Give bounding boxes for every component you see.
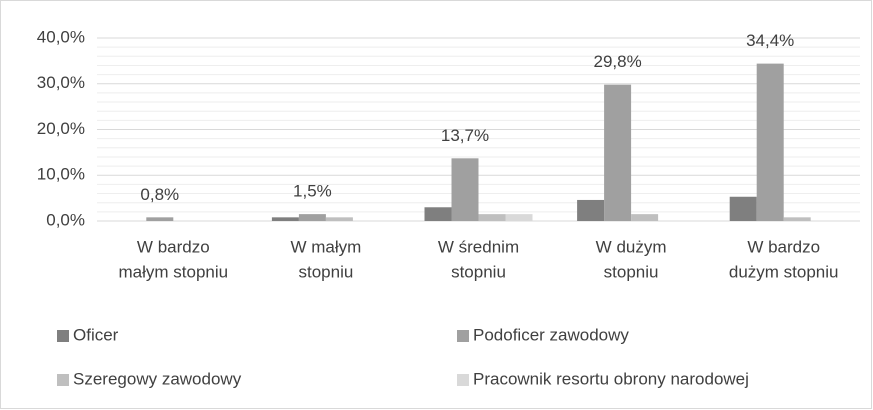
legend-swatch xyxy=(457,330,469,342)
x-tick-label: małym stopniu xyxy=(118,262,228,281)
bar xyxy=(577,199,605,221)
legend-label: Pracownik resortu obrony narodowej xyxy=(473,369,749,388)
bar xyxy=(729,196,757,221)
y-tick-label: 40,0% xyxy=(37,27,85,46)
legend-swatch xyxy=(57,374,69,386)
bar xyxy=(424,207,452,221)
legend-swatch xyxy=(457,374,469,386)
data-label: 1,5% xyxy=(293,182,332,201)
x-tick-label: W bardzo xyxy=(747,237,820,256)
legend-label: Oficer xyxy=(73,325,119,344)
legend-label: Podoficer zawodowy xyxy=(473,325,629,344)
bar xyxy=(783,217,811,221)
x-tick-label: W bardzo xyxy=(137,237,210,256)
bar xyxy=(298,214,326,221)
data-label: 29,8% xyxy=(593,52,641,71)
legend-label: Szeregowy zawodowy xyxy=(73,369,242,388)
data-label: 13,7% xyxy=(441,126,489,145)
x-tick-label: stopniu xyxy=(298,262,353,281)
bar xyxy=(146,217,174,221)
x-tick-label: W średnim xyxy=(438,237,519,256)
x-tick-label: dużym stopniu xyxy=(729,262,839,281)
x-tick-label: stopniu xyxy=(604,262,659,281)
x-tick-label: W dużym xyxy=(596,237,667,256)
bar xyxy=(631,214,659,221)
y-tick-label: 30,0% xyxy=(37,73,85,92)
bar xyxy=(451,158,479,221)
bar xyxy=(756,63,784,222)
y-tick-label: 0,0% xyxy=(46,210,85,229)
bar xyxy=(505,214,533,221)
x-tick-label: W małym xyxy=(290,237,361,256)
bar xyxy=(604,84,632,221)
bar xyxy=(271,217,299,221)
x-tick-label: stopniu xyxy=(451,262,506,281)
y-tick-label: 20,0% xyxy=(37,119,85,138)
y-tick-label: 10,0% xyxy=(37,165,85,184)
data-label: 0,8% xyxy=(140,185,179,204)
legend-swatch xyxy=(57,330,69,342)
bar xyxy=(325,217,353,221)
bar xyxy=(478,214,506,221)
data-label: 34,4% xyxy=(746,31,794,50)
